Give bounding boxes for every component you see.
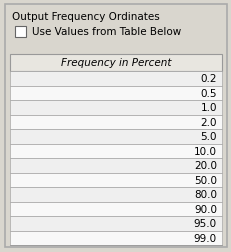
Text: 0.2: 0.2 bbox=[200, 74, 216, 84]
Bar bbox=[10, 231, 221, 245]
Text: Output Frequency Ordinates: Output Frequency Ordinates bbox=[12, 12, 159, 22]
Bar bbox=[15, 27, 26, 38]
Text: 99.0: 99.0 bbox=[193, 233, 216, 243]
Text: 50.0: 50.0 bbox=[193, 175, 216, 185]
Text: 95.0: 95.0 bbox=[193, 218, 216, 228]
Bar bbox=[10, 55, 221, 72]
Text: Use Values from Table Below: Use Values from Table Below bbox=[32, 27, 180, 37]
Bar bbox=[10, 144, 221, 158]
Text: 2.0: 2.0 bbox=[200, 117, 216, 127]
Bar bbox=[10, 216, 221, 231]
Text: 90.0: 90.0 bbox=[193, 204, 216, 214]
Text: 80.0: 80.0 bbox=[193, 190, 216, 200]
Text: 1.0: 1.0 bbox=[200, 103, 216, 113]
Text: 0.5: 0.5 bbox=[200, 88, 216, 98]
Bar bbox=[10, 173, 221, 187]
Text: 5.0: 5.0 bbox=[200, 132, 216, 142]
Bar bbox=[10, 130, 221, 144]
Text: 20.0: 20.0 bbox=[193, 161, 216, 171]
Bar bbox=[10, 202, 221, 216]
Bar bbox=[10, 187, 221, 202]
Text: Frequency in Percent: Frequency in Percent bbox=[61, 58, 170, 68]
Text: 10.0: 10.0 bbox=[193, 146, 216, 156]
Bar bbox=[10, 115, 221, 130]
Bar bbox=[10, 86, 221, 101]
Bar bbox=[10, 101, 221, 115]
Bar bbox=[10, 72, 221, 86]
Bar bbox=[10, 158, 221, 173]
